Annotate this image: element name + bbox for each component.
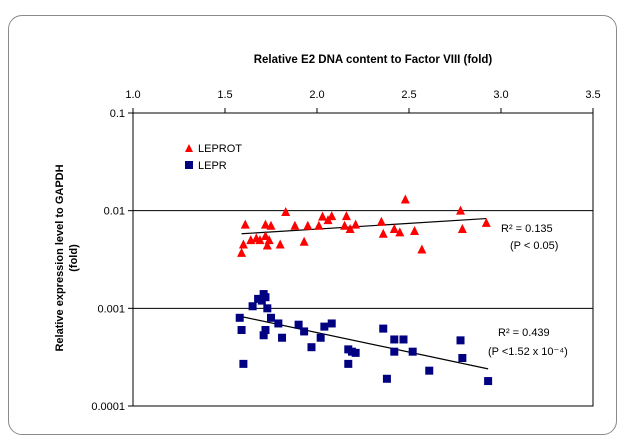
leprot-point [303, 220, 313, 230]
data-points [235, 194, 493, 386]
lepr-point [379, 324, 388, 333]
x-tick-label: 2.0 [309, 89, 324, 101]
legend-marker-leprot [185, 144, 193, 152]
leprot-point [255, 235, 265, 245]
leprot-point [281, 206, 291, 216]
lepr-point [316, 333, 325, 342]
lepr-point [327, 319, 336, 328]
leprot-point [318, 211, 328, 221]
y-tick-label: 0.0001 [91, 401, 125, 413]
y-axis-label-line-2: (fold) [68, 244, 80, 272]
lepr-point [390, 347, 399, 356]
leprot-point [238, 239, 248, 249]
lepr-point [351, 348, 360, 357]
legend: LEPROT LEPR [185, 143, 242, 172]
leprot-point [389, 223, 399, 233]
leprot-p-annotation: (P < 0.05) [510, 240, 558, 252]
lepr-point [278, 333, 287, 342]
lepr-p-annotation: (P <1.52 x 10⁻⁴) [488, 346, 568, 358]
leprot-point [260, 231, 270, 241]
leprot-point [400, 194, 410, 204]
legend-label-leprot: LEPROT [198, 143, 242, 155]
leprot-point [481, 217, 491, 227]
lepr-point [239, 359, 248, 368]
axes: 0.0001 0.001 0.01 0.11.0 1.5 2.0 2.5 3.0 3.5 [91, 89, 600, 413]
lepr-point [344, 359, 353, 368]
lepr-point [399, 335, 408, 344]
leprot-r2-annotation: R² = 0.135 [501, 223, 553, 235]
x-tick-label: 1.0 [125, 89, 140, 101]
lepr-point [261, 293, 270, 302]
legend-label-lepr: LEPR [198, 160, 227, 172]
lepr-point [307, 343, 316, 352]
lepr-point [237, 326, 246, 335]
y-axis-label: Relative expression level to GAPDH (fold… [54, 164, 80, 351]
lepr-point [259, 331, 268, 340]
leprot-point [410, 225, 420, 235]
lepr-point [235, 313, 244, 322]
leprot-point [456, 205, 466, 215]
leprot-point [240, 219, 250, 229]
lepr-point [274, 319, 283, 328]
leprot-point [327, 211, 337, 221]
leprot-point [260, 219, 270, 229]
x-tick-label: 1.5 [217, 89, 232, 101]
trendlines [239, 217, 489, 370]
lepr-point [390, 335, 399, 344]
leprot-trendline [241, 217, 487, 235]
legend-marker-lepr [185, 161, 193, 169]
grid-lines [133, 210, 593, 309]
leprot-point [345, 223, 355, 233]
y-tick-label: 0.01 [104, 206, 125, 218]
lepr-point [248, 302, 257, 311]
x-tick-label: 3.0 [493, 89, 508, 101]
lepr-r2-annotation: R² = 0.439 [498, 327, 550, 339]
leprot-point [266, 220, 276, 230]
y-tick-label: 0.001 [97, 303, 125, 315]
lepr-point [263, 304, 272, 313]
x-tick-label: 3.5 [585, 89, 600, 101]
leprot-point [376, 216, 386, 226]
y-tick-label: 0.1 [110, 108, 125, 120]
leprot-point [262, 240, 272, 250]
leprot-point [237, 247, 247, 257]
chart-frame [8, 15, 617, 435]
leprot-point [275, 239, 285, 249]
plot-area [132, 112, 594, 407]
chart-title: Relative E2 DNA content to Factor VIII (… [254, 54, 493, 66]
lepr-point [261, 326, 270, 335]
leprot-point [395, 227, 405, 237]
leprot-point [264, 235, 274, 245]
x-tick-label: 2.5 [401, 89, 416, 101]
lepr-point [456, 336, 465, 345]
lepr-point [267, 313, 275, 322]
lepr-point [458, 354, 467, 363]
leprot-point [299, 236, 309, 246]
y-axis-label-line-1: Relative expression level to GAPDH [54, 164, 66, 351]
lepr-point [484, 377, 493, 386]
lepr-point [300, 327, 309, 336]
lepr-point [382, 374, 391, 383]
leprot-point [341, 211, 351, 221]
leprot-point [340, 220, 350, 230]
leprot-point [457, 223, 467, 233]
leprot-point [417, 244, 427, 254]
lepr-point [408, 347, 417, 356]
leprot-point [290, 220, 300, 230]
lepr-point [425, 366, 434, 375]
lepr-point [320, 322, 329, 331]
leprot-point [378, 228, 388, 238]
leprot-point [314, 220, 324, 230]
leprot-point [351, 219, 361, 229]
lepr-point [294, 320, 303, 329]
